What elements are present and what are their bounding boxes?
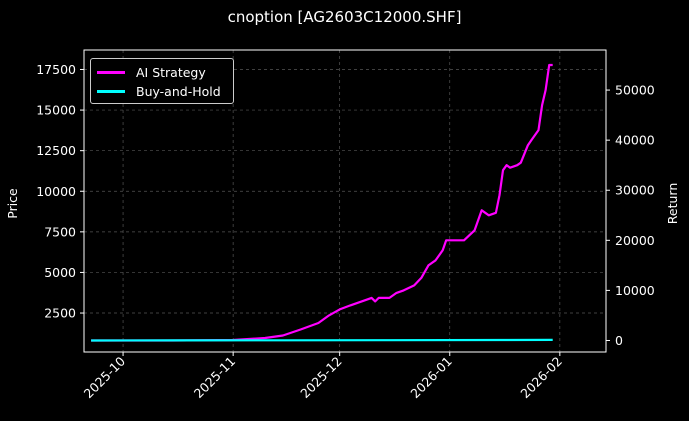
y-right-tick-label: 30000 — [615, 183, 655, 198]
y-right-tick-label: 50000 — [615, 83, 655, 98]
legend-label-buy-and-hold: Buy-and-Hold — [136, 84, 221, 99]
y-left-tick-label: 12500 — [36, 143, 76, 158]
x-tick-label: 2025-10 — [81, 353, 129, 401]
y-left-tick-label: 2500 — [44, 306, 76, 321]
grid-lines — [84, 50, 606, 352]
chart-title: cnoption [AG2603C12000.SHF] — [227, 8, 462, 26]
x-tick-label: 2026-02 — [517, 354, 565, 402]
x-tick-label: 2025-12 — [297, 354, 345, 402]
y-left-tick-label: 10000 — [36, 184, 76, 199]
legend-swatch-ai-strategy — [97, 71, 125, 74]
y-left-tick-label: 7500 — [44, 224, 76, 239]
y-axis-label-left: Price — [4, 188, 20, 219]
y-right-tick-label: 40000 — [615, 133, 655, 148]
legend-item-ai-strategy: AI Strategy — [97, 63, 227, 82]
y-left-tick-label: 5000 — [44, 265, 76, 280]
y-right-tick-label: 20000 — [615, 233, 655, 248]
plot-frame — [83, 49, 607, 353]
series-line-ai-strategy — [91, 63, 553, 342]
y-right-tick-label: 0 — [615, 333, 623, 348]
axis-ticks: 2025-10 2025-11 2025-12 2026-01 2026-02 2500 5… — [36, 62, 655, 401]
series-line-buy-and-hold — [91, 338, 553, 342]
legend-label-ai-strategy: AI Strategy — [136, 65, 206, 80]
y-left-tick-label: 17500 — [36, 62, 76, 77]
x-tick-label: 2025-11 — [191, 354, 239, 402]
y-axis-label-right: Return — [665, 182, 681, 225]
series-lines — [91, 63, 553, 342]
legend-swatch-buy-and-hold — [97, 90, 125, 93]
x-tick-label: 2026-01 — [407, 354, 455, 402]
legend-item-buy-and-hold: Buy-and-Hold — [97, 82, 227, 101]
y-right-tick-label: 10000 — [615, 283, 655, 298]
legend: AI Strategy Buy-and-Hold — [90, 58, 234, 104]
y-left-tick-label: 15000 — [36, 103, 76, 118]
